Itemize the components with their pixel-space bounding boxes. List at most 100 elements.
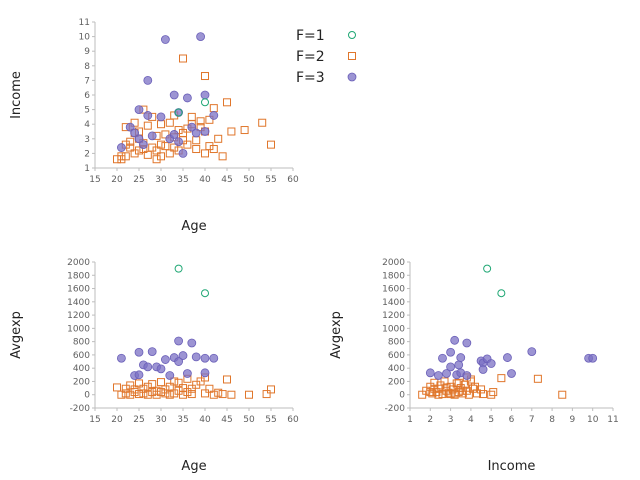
legend-marker-f2 <box>348 52 356 60</box>
y-axis-label: Avgexp <box>329 311 344 359</box>
x-tick-label: 6 <box>509 415 515 425</box>
x-tick-label: 11 <box>607 415 618 425</box>
data-point <box>486 359 496 368</box>
data-point <box>442 369 451 378</box>
data-point <box>143 111 153 120</box>
data-point <box>218 152 227 161</box>
data-point <box>527 347 537 356</box>
data-point <box>130 128 140 138</box>
data-point <box>187 112 196 121</box>
data-point <box>191 352 201 362</box>
data-point <box>454 360 464 370</box>
x-tick-label: 15 <box>89 415 100 425</box>
x-tick-label: 35 <box>177 415 188 425</box>
series-f3 <box>117 32 219 158</box>
y-tick-label: 1800 <box>67 271 90 281</box>
data-point <box>165 382 174 391</box>
data-point <box>165 118 174 127</box>
data-point <box>161 130 170 139</box>
data-point <box>178 351 188 360</box>
data-point <box>183 140 192 149</box>
data-point <box>450 335 460 345</box>
scatter-panel-3: 1 2 3 4 5 6 7 8 9 10 11 -200 0 200 400 600 800 1000 1200 14… <box>329 258 619 474</box>
data-point <box>200 90 210 100</box>
y-tick-label: 1 <box>84 164 90 174</box>
data-point <box>462 371 472 380</box>
data-point <box>452 379 461 388</box>
x-tick-label: 25 <box>133 415 144 425</box>
data-point <box>134 134 144 144</box>
data-point <box>143 121 152 130</box>
data-point <box>450 389 459 398</box>
y-tick-label: 2000 <box>67 258 90 268</box>
data-point <box>170 143 179 152</box>
data-point <box>440 377 449 386</box>
x-tick-label: 55 <box>265 175 276 185</box>
data-point <box>196 32 206 41</box>
data-point <box>126 143 135 152</box>
data-point <box>478 365 488 374</box>
y-tick-label: 7 <box>84 76 90 86</box>
data-point <box>200 353 210 363</box>
series-f3 <box>425 335 598 380</box>
y-tick-label: 8 <box>84 62 90 72</box>
data-point <box>126 390 135 399</box>
y-tick-label: 1000 <box>67 324 90 334</box>
data-point <box>174 357 184 366</box>
data-point <box>209 390 218 399</box>
series-f3 <box>117 336 219 380</box>
data-point <box>438 353 447 363</box>
y-tick-label: 400 <box>388 364 405 374</box>
data-point <box>483 264 492 273</box>
data-point <box>227 390 236 399</box>
data-point <box>434 371 443 380</box>
data-point <box>143 76 153 85</box>
data-point <box>121 389 130 398</box>
data-point <box>157 388 165 397</box>
data-point <box>174 126 183 135</box>
data-point <box>148 380 157 389</box>
x-tick-label: 25 <box>133 175 144 185</box>
data-point <box>147 131 157 141</box>
y-tick-label: 200 <box>388 377 405 387</box>
data-point <box>179 390 187 399</box>
data-point <box>507 369 516 378</box>
x-tick-label: 20 <box>111 415 123 425</box>
y-tick-label: 200 <box>73 377 90 387</box>
data-point <box>187 338 197 348</box>
x-tick-label: 9 <box>570 415 576 425</box>
data-point <box>209 111 219 120</box>
data-point <box>245 390 253 399</box>
data-point <box>428 389 437 398</box>
data-point <box>121 152 130 161</box>
data-point <box>201 389 209 398</box>
x-tick-label: 10 <box>587 415 599 425</box>
data-point <box>209 145 218 154</box>
data-point <box>139 389 148 398</box>
data-point <box>147 347 157 356</box>
data-point <box>135 379 143 388</box>
data-point <box>117 143 126 152</box>
series-f1 <box>174 264 209 298</box>
data-point <box>503 353 512 362</box>
data-point <box>456 353 466 362</box>
y-tick-label: 0 <box>84 391 90 401</box>
x-axis-label: Income <box>488 459 536 474</box>
data-point <box>201 72 209 81</box>
scatter-panel-2: 15 20 25 30 35 40 45 50 55 60 -200 0 200 400 600 800 100… <box>9 258 299 474</box>
data-point <box>214 134 223 143</box>
data-point <box>157 140 165 149</box>
data-point <box>223 98 231 107</box>
x-tick-label: 40 <box>199 415 211 425</box>
data-point <box>134 105 144 114</box>
data-point <box>267 140 275 149</box>
data-point <box>169 90 179 100</box>
data-point <box>152 155 161 164</box>
data-point <box>148 388 157 397</box>
series-f1 <box>174 98 209 117</box>
series-f2 <box>418 373 567 399</box>
legend-label-f3: F=3 <box>296 70 325 86</box>
data-point <box>174 108 183 117</box>
data-point <box>442 383 451 392</box>
data-point <box>152 146 161 155</box>
